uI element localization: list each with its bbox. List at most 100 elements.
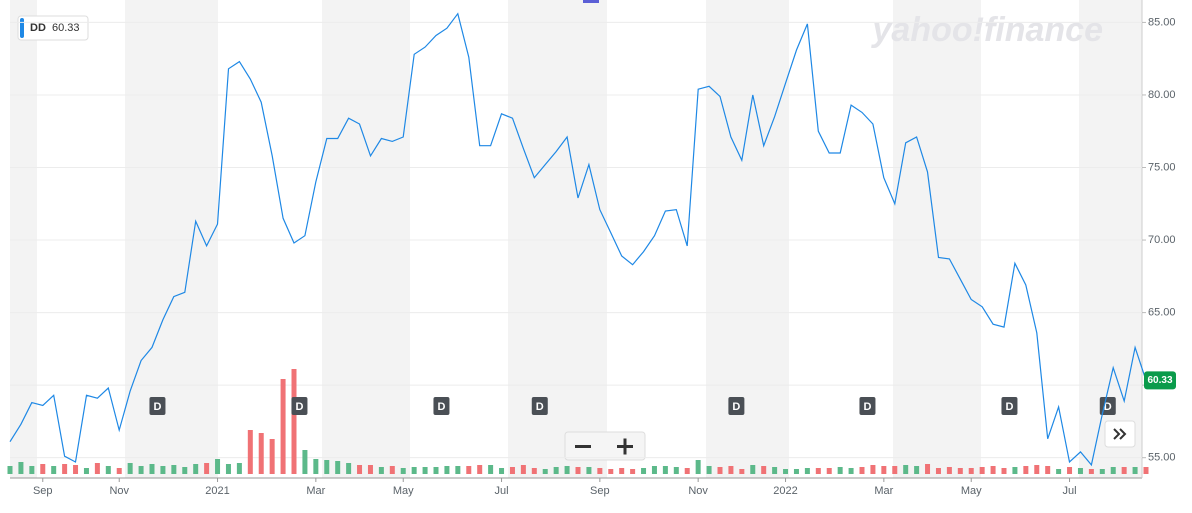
y-tick-label: 75.00 (1148, 161, 1176, 173)
volume-bar (116, 468, 122, 474)
x-tick-label: Jul (1063, 485, 1077, 497)
dividend-label: D (536, 401, 544, 413)
volume-bar (335, 461, 341, 474)
x-tick-label: Mar (306, 485, 325, 497)
volume-bar (1012, 467, 1018, 474)
volume-bar (83, 468, 89, 474)
volume-bar (695, 460, 701, 474)
volume-bar (793, 469, 799, 474)
volume-bar (1067, 467, 1073, 474)
volume-bar (1110, 467, 1116, 474)
volume-bar (826, 468, 832, 474)
volume-bar (499, 468, 505, 474)
watermark: yahoo!finance (871, 11, 1103, 49)
y-tick-label: 65.00 (1148, 307, 1176, 319)
dividend-label: D (863, 401, 871, 413)
volume-bar (127, 463, 133, 474)
volume-bar (466, 466, 472, 474)
volume-bar (193, 464, 199, 474)
volume-bar (367, 465, 373, 474)
legend: DD 60.33 (17, 15, 89, 41)
band (706, 0, 789, 478)
volume-bar (313, 459, 319, 474)
dividend-label: D (153, 401, 161, 413)
volume-bar (717, 467, 723, 474)
handle[interactable] (583, 0, 599, 3)
volume-bar (411, 467, 417, 474)
y-tick-label: 70.00 (1148, 234, 1176, 246)
scroll-button[interactable] (1104, 420, 1136, 448)
legend-symbol: DD (30, 22, 46, 34)
volume-bar (772, 467, 778, 474)
volume-bar (608, 469, 614, 474)
volume-bar (269, 439, 275, 474)
volume-bar (630, 469, 636, 474)
volume-bar (182, 467, 188, 474)
dividend-label: D (295, 401, 303, 413)
volume-bar (400, 468, 406, 474)
volume-bar (925, 464, 931, 474)
volume-bar (848, 468, 854, 474)
price-line (9, 12, 1147, 467)
zoom-out[interactable] (575, 445, 591, 448)
volume-bar (455, 466, 461, 474)
volume-bar (1001, 468, 1007, 474)
volume-bar (94, 463, 100, 474)
volume-bar (1099, 469, 1105, 474)
volume-bar (204, 463, 210, 474)
volume-bar (881, 466, 887, 474)
volume-bar (641, 468, 647, 474)
volume-bar (520, 465, 526, 474)
volume-bar (389, 466, 395, 474)
volume-bar (673, 467, 679, 474)
price-tag-label: 60.33 (1147, 375, 1172, 386)
volume-bar (62, 464, 68, 474)
volume-bar (51, 466, 57, 474)
volume-bar (105, 466, 111, 474)
y-tick-label: 55.00 (1148, 452, 1176, 464)
band (508, 0, 607, 478)
volume-bar (804, 468, 810, 474)
legend-price: 60.33 (52, 22, 80, 34)
x-tick-label: Jul (495, 485, 509, 497)
dividend-marker (728, 397, 745, 415)
x-tick-label: 2022 (773, 485, 797, 497)
band (10, 0, 37, 478)
volume-bar (444, 466, 450, 474)
volume-bar (477, 465, 483, 474)
volume-bar (215, 459, 221, 474)
volume-bar (903, 465, 909, 474)
volume-bar (662, 466, 668, 474)
month-bands (10, 0, 1142, 478)
volume-bar (225, 464, 231, 474)
volume-bar (651, 466, 657, 474)
volume-bar (739, 469, 745, 474)
dividend-label: D (732, 401, 740, 413)
volume-bar (1132, 467, 1138, 474)
dividend-marker (433, 397, 450, 415)
volume-bar (357, 465, 363, 474)
volume-bar (542, 469, 548, 474)
x-tick-label: Mar (874, 485, 893, 497)
x-tick-label: Nov (688, 485, 708, 497)
volume-bar (291, 369, 297, 474)
volume-bar (73, 465, 79, 474)
volume-bar (1045, 466, 1051, 474)
volume-bar (870, 465, 876, 474)
volume-bar (968, 468, 974, 474)
x-tick-label: Sep (590, 485, 610, 497)
x-tick-label: May (393, 485, 414, 497)
volume-bar (837, 467, 843, 474)
volume-bar (706, 466, 712, 474)
volume-bar (1088, 469, 1094, 474)
volume-bar (564, 466, 570, 474)
volume-bar (990, 466, 996, 474)
volume-bar (433, 467, 439, 474)
dividend-label: D (1005, 401, 1013, 413)
dividend-label: D (437, 401, 445, 413)
volume-bar (815, 468, 821, 474)
volume-bar (302, 450, 308, 474)
volume-bar (684, 468, 690, 474)
volume-bar (171, 465, 177, 474)
